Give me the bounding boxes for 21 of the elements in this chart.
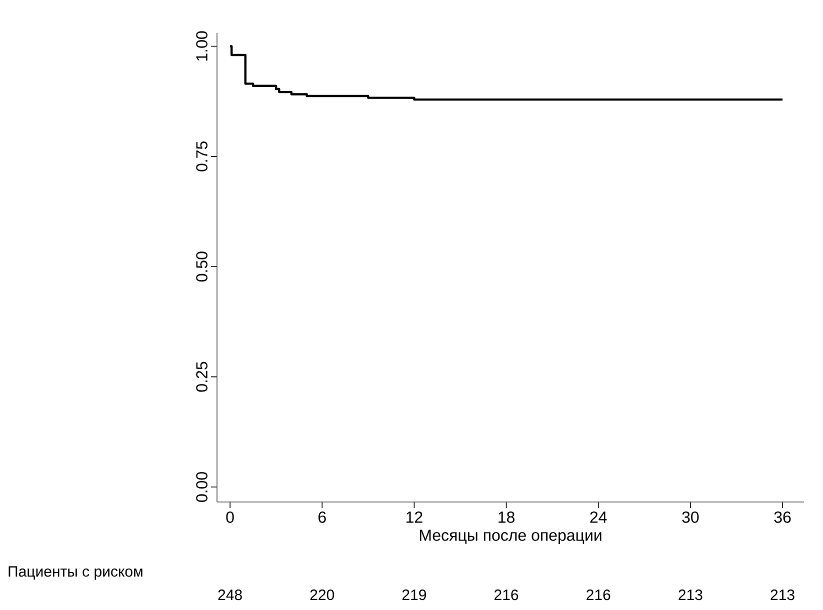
x-tick-label: 36 xyxy=(774,512,791,523)
x-tick-label: 12 xyxy=(406,512,422,523)
text: 216 xyxy=(494,590,518,600)
text: 213 xyxy=(678,590,702,600)
text: 219 xyxy=(402,590,426,600)
y-tick-label: 1.00 xyxy=(196,31,208,61)
x-tick-label: 0 xyxy=(226,512,234,523)
x-tick-label: 6 xyxy=(318,512,326,523)
y-tick-label: 0.25 xyxy=(196,362,208,392)
x-axis-title: Месяцы после операции xyxy=(420,530,602,544)
text: 213 xyxy=(770,590,794,600)
text: Пациенты с риском xyxy=(8,566,142,580)
x-tick-label: 24 xyxy=(590,512,607,523)
y-tick-label: 0.50 xyxy=(196,252,208,282)
x-tick-label: 30 xyxy=(682,512,699,523)
text: 220 xyxy=(310,590,334,600)
x-tick-label: 18 xyxy=(498,512,514,523)
text: 248 xyxy=(218,590,242,600)
y-tick-label: 0.00 xyxy=(196,472,208,502)
text: 216 xyxy=(586,590,610,600)
y-tick-label: 0.75 xyxy=(196,142,208,172)
